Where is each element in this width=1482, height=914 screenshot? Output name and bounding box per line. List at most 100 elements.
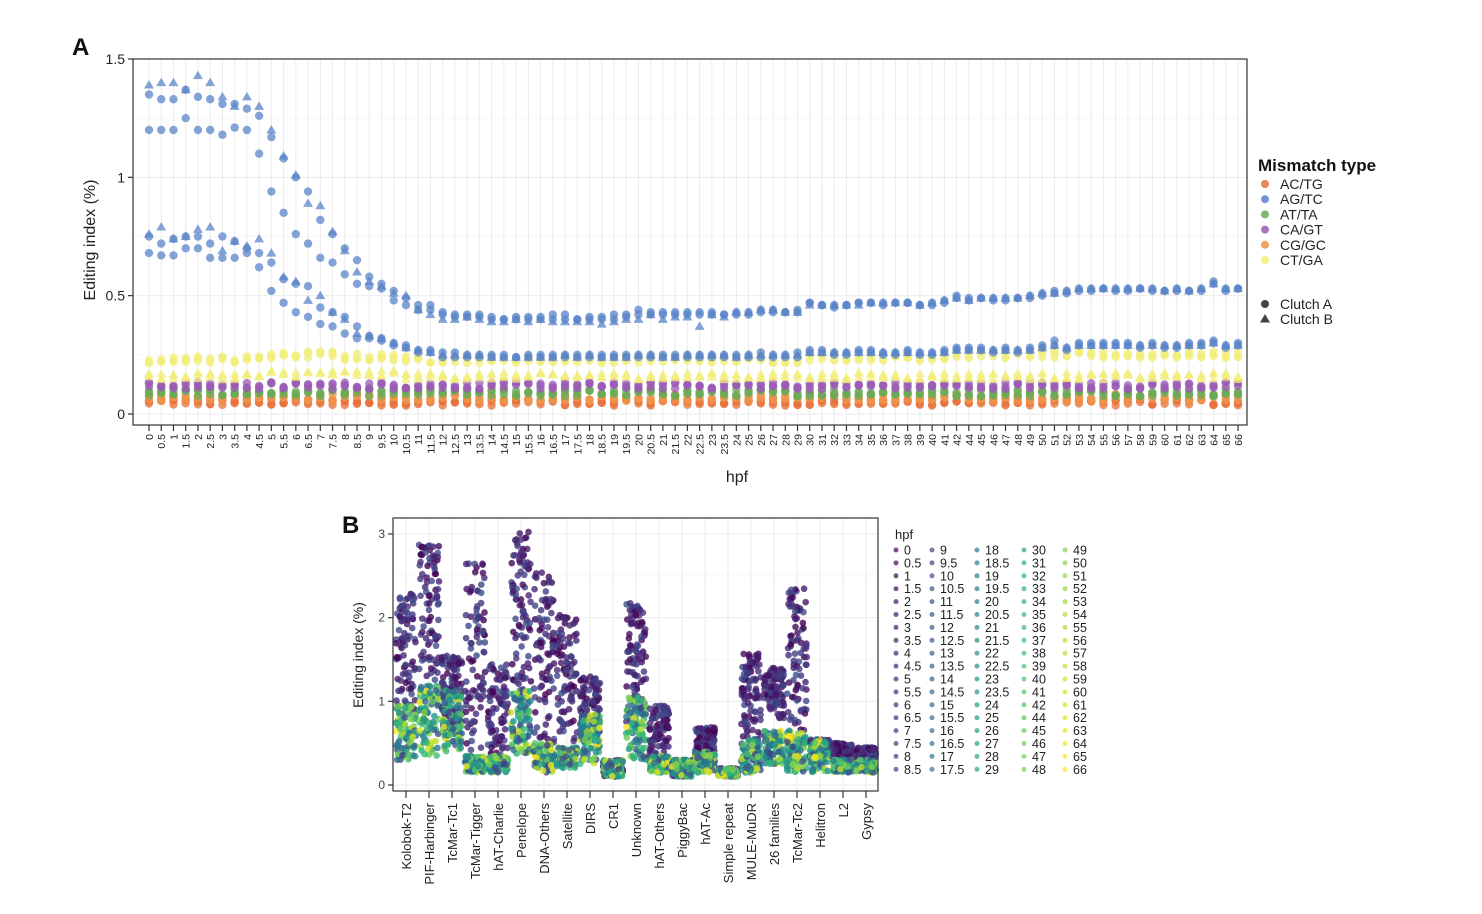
data-point bbox=[476, 682, 484, 690]
data-point-circle bbox=[511, 390, 521, 399]
data-point-triangle bbox=[768, 367, 779, 377]
data-point bbox=[409, 658, 417, 665]
x-tick-label: 9.5 bbox=[376, 434, 388, 449]
data-point-circle bbox=[254, 149, 264, 158]
data-point bbox=[431, 712, 438, 720]
data-point bbox=[393, 756, 401, 764]
data-point-circle bbox=[817, 380, 827, 390]
data-point-circle bbox=[144, 378, 154, 387]
data-point bbox=[455, 701, 462, 709]
data-point-circle bbox=[903, 380, 912, 390]
data-point-circle bbox=[781, 308, 790, 317]
data-point-circle bbox=[218, 99, 227, 109]
data-point bbox=[491, 734, 499, 742]
data-point bbox=[544, 624, 552, 631]
data-point-circle bbox=[1111, 382, 1120, 391]
data-point bbox=[650, 759, 658, 767]
data-point-circle bbox=[1209, 338, 1218, 348]
data-point-triangle bbox=[1110, 369, 1121, 378]
data-point-circle bbox=[1184, 341, 1194, 350]
data-point bbox=[581, 755, 589, 763]
data-point-circle bbox=[732, 380, 741, 389]
data-point-circle bbox=[1135, 383, 1145, 393]
data-point bbox=[519, 614, 527, 621]
data-point bbox=[507, 725, 515, 733]
data-point-triangle bbox=[560, 370, 571, 380]
data-point-triangle bbox=[192, 70, 203, 80]
data-point-circle bbox=[377, 352, 386, 362]
data-point bbox=[450, 666, 458, 674]
data-point bbox=[583, 695, 590, 702]
data-point-circle bbox=[1050, 353, 1059, 362]
data-point bbox=[447, 731, 454, 739]
data-point bbox=[425, 606, 433, 614]
data-point-circle bbox=[1221, 343, 1230, 352]
data-point bbox=[487, 754, 494, 762]
data-point-circle bbox=[511, 399, 521, 408]
data-point bbox=[396, 725, 404, 733]
x-tick-label: 11 bbox=[413, 434, 425, 445]
data-point-circle bbox=[511, 353, 521, 362]
data-point bbox=[638, 633, 645, 641]
data-point-triangle bbox=[535, 367, 546, 377]
data-point-triangle bbox=[352, 367, 363, 376]
data-point-circle bbox=[267, 390, 276, 399]
data-point-circle bbox=[695, 381, 704, 390]
data-point-circle bbox=[352, 383, 362, 393]
data-point bbox=[520, 571, 528, 579]
data-point-triangle bbox=[853, 367, 864, 377]
data-point-triangle bbox=[498, 372, 509, 381]
x-tick-label: 17.5 bbox=[572, 434, 584, 455]
x-tick-label: 56 bbox=[1111, 434, 1123, 446]
data-point-circle bbox=[377, 386, 386, 395]
data-point-circle bbox=[1135, 343, 1145, 352]
data-point-circle bbox=[756, 380, 765, 389]
data-point-triangle bbox=[768, 372, 779, 381]
data-point-circle bbox=[1086, 379, 1096, 388]
data-point bbox=[509, 660, 516, 668]
data-point bbox=[536, 696, 543, 704]
data-point-circle bbox=[169, 251, 178, 260]
data-point-circle bbox=[768, 308, 778, 317]
data-point-circle bbox=[560, 378, 570, 387]
data-point bbox=[626, 630, 633, 638]
y-tick-label: 1 bbox=[117, 169, 125, 185]
data-point-circle bbox=[316, 388, 325, 397]
data-point-triangle bbox=[205, 222, 216, 231]
legend-shape-triangle bbox=[1260, 314, 1270, 323]
data-point bbox=[566, 761, 574, 768]
x-tick-label: 58 bbox=[1135, 434, 1147, 446]
data-point-circle bbox=[230, 123, 239, 132]
data-point-circle bbox=[560, 315, 570, 324]
data-point bbox=[532, 759, 539, 767]
data-point bbox=[419, 718, 427, 725]
data-point-circle bbox=[609, 315, 619, 324]
data-point bbox=[480, 648, 488, 656]
data-point-triangle bbox=[645, 369, 656, 379]
data-point bbox=[435, 542, 443, 550]
data-point-circle bbox=[1050, 341, 1059, 350]
data-point bbox=[427, 665, 435, 672]
data-point bbox=[393, 653, 401, 661]
data-point bbox=[533, 724, 541, 731]
data-point-circle bbox=[1086, 286, 1096, 296]
data-point bbox=[522, 634, 530, 641]
x-tick-label: 32 bbox=[829, 434, 841, 446]
data-point-circle bbox=[413, 305, 423, 315]
data-point-circle bbox=[854, 356, 863, 365]
data-point bbox=[545, 577, 553, 585]
x-tick-label: 4.5 bbox=[254, 434, 266, 449]
data-point bbox=[579, 724, 587, 731]
data-point-circle bbox=[1062, 390, 1071, 400]
data-point-triangle bbox=[449, 372, 460, 381]
x-tick-label: 3 bbox=[217, 434, 229, 440]
data-point bbox=[589, 698, 596, 706]
data-point bbox=[580, 717, 587, 724]
x-tick-label: 41 bbox=[939, 434, 951, 446]
data-point-triangle bbox=[192, 224, 203, 233]
data-point-circle bbox=[426, 358, 435, 367]
data-point bbox=[397, 642, 404, 649]
data-point-circle bbox=[1013, 293, 1022, 303]
data-point-circle bbox=[218, 390, 227, 400]
data-point bbox=[475, 692, 482, 700]
